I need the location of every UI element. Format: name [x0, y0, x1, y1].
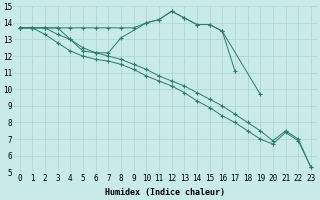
X-axis label: Humidex (Indice chaleur): Humidex (Indice chaleur): [105, 188, 225, 197]
